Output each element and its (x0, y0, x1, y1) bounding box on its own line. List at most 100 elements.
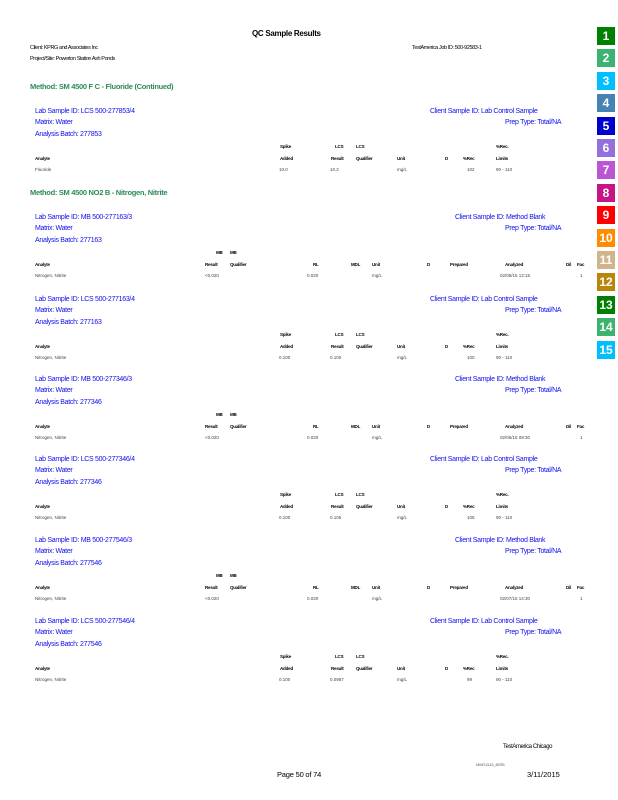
matrix: Matrix: Water (35, 467, 73, 474)
cell-unit: mg/L (397, 167, 408, 172)
column-header-qualifier: Qualifier (356, 156, 373, 161)
column-header-unit: Unit (397, 156, 405, 161)
client-sample-id: Client Sample ID: Lab Control Sample (430, 108, 538, 115)
client-name: Client: KPRG and Associates Inc (30, 45, 98, 51)
cell-limits: 90 - 110 (496, 167, 513, 172)
section-tab-4[interactable]: 4 (597, 94, 615, 113)
lab-sample-id: Lab Sample ID: LCS 500-277346/4 (35, 456, 135, 463)
section-tab-11[interactable]: 11 (597, 251, 615, 269)
section-tab-15[interactable]: 15 (597, 340, 615, 359)
column-header-lcs: LCS (335, 492, 344, 497)
column-header-prepared: Prepared (450, 585, 468, 590)
cell-limits: 90 - 110 (496, 677, 513, 682)
column-header-limits: Limits (496, 666, 509, 671)
matrix: Matrix: Water (35, 629, 73, 636)
column-header-d: D (445, 156, 449, 161)
report-date: 3/11/2015 (527, 770, 560, 779)
column-header-analyte: Analyte (35, 424, 50, 429)
cell-analyzed: 02/06/15 09:30 (500, 435, 531, 440)
section-tab-1[interactable]: 1 (597, 27, 615, 45)
column-header-qualifier: Qualifier (356, 504, 373, 509)
client-sample-id: Client Sample ID: Lab Control Sample (430, 296, 538, 303)
cell-unit: mg/L (372, 273, 383, 278)
cell-dil: 1 (580, 435, 583, 440)
section-tab-14[interactable]: 14 (597, 318, 615, 337)
client-sample-id: Client Sample ID: Method Blank (455, 376, 546, 383)
document-code: MWG13-15_45783 (476, 762, 505, 767)
cell-analyzed: 02/07/15 14:30 (500, 596, 531, 601)
prep-type: Prep Type: Total/NA (505, 307, 562, 314)
cell-analyte: Fluoride (35, 167, 52, 172)
lab-sample-id: Lab Sample ID: LCS 500-277546/4 (35, 618, 135, 625)
section-tab-3[interactable]: 3 (597, 71, 615, 90)
section-tab-9[interactable]: 9 (597, 206, 615, 225)
analysis-batch: Analysis Batch: 277546 (35, 641, 102, 648)
cell-rl: 0.020 (307, 596, 319, 601)
analysis-batch: Analysis Batch: 277346 (35, 399, 102, 406)
analysis-batch: Analysis Batch: 277546 (35, 560, 102, 567)
matrix: Matrix: Water (35, 387, 73, 394)
cell-result: <0.020 (205, 273, 219, 278)
column-header-unit: Unit (372, 585, 380, 590)
column-header-d: D (427, 585, 431, 590)
column-header-lcs: LCS (335, 144, 344, 149)
lab-name: TestAmerica Chicago (503, 744, 553, 750)
column-header-top: MB (216, 250, 223, 255)
column-header-d: D (427, 424, 431, 429)
cell-added: 0.100 (279, 355, 291, 360)
column-header-spike: Spike (280, 332, 292, 337)
cell-limits: 90 - 110 (496, 515, 513, 520)
section-tab-10[interactable]: 10 (597, 228, 615, 247)
section-tab-8[interactable]: 8 (597, 183, 615, 202)
column-header-added: Added (280, 156, 293, 161)
section-tab-12[interactable]: 12 (597, 273, 615, 292)
analysis-batch: Analysis Batch: 277853 (35, 131, 102, 138)
prep-type: Prep Type: Total/NA (505, 467, 562, 474)
page-title: QC Sample Results (252, 29, 321, 38)
cell-unit: mg/L (397, 355, 408, 360)
column-header-analyzed: Analyzed (505, 262, 524, 267)
matrix: Matrix: Water (35, 548, 73, 555)
cell-unit: mg/L (372, 435, 383, 440)
cell-dil: 1 (580, 596, 583, 601)
cell-rec: 99 (467, 677, 473, 682)
prep-type: Prep Type: Total/NA (505, 629, 562, 636)
cell-added: 10.0 (279, 167, 288, 172)
lab-sample-id: Lab Sample ID: LCS 500-277163/4 (35, 296, 135, 303)
column-header-lcs: LCS (356, 332, 365, 337)
cell-added: 0.100 (279, 677, 291, 682)
column-header-dil: Dil (566, 262, 572, 267)
cell-limits: 90 - 110 (496, 355, 513, 360)
column-header-result: Result (331, 344, 344, 349)
column-header-top: MB (216, 573, 223, 578)
cell-rec: 105 (467, 515, 475, 520)
column-header-result: Result (205, 585, 218, 590)
section-tab-2[interactable]: 2 (597, 49, 615, 68)
cell-result: 0.100 (330, 355, 342, 360)
column-header-analyzed: Analyzed (505, 424, 524, 429)
column-header-result: Result (331, 156, 344, 161)
cell-analyzed: 02/05/15 13:15 (500, 273, 531, 278)
section-tab-13[interactable]: 13 (597, 295, 615, 314)
section-tab-7[interactable]: 7 (597, 161, 615, 180)
cell-rl: 0.020 (307, 435, 319, 440)
section-tab-6[interactable]: 6 (597, 139, 615, 157)
column-header-rl: RL (313, 585, 319, 590)
column-header-rec: %Rec. (496, 492, 509, 497)
cell-added: 0.100 (279, 515, 291, 520)
section-tab-5[interactable]: 5 (597, 116, 615, 135)
column-header-prepared: Prepared (450, 424, 468, 429)
column-header-rec: %Rec. (496, 654, 509, 659)
column-header-spike: Spike (280, 492, 292, 497)
cell-unit: mg/L (372, 596, 383, 601)
column-header-mdl: MDL (351, 424, 361, 429)
column-header-d: D (445, 504, 449, 509)
column-header-unit: Unit (372, 424, 380, 429)
project-site: Project/Site: Powerton Station Ash Ponds (30, 56, 115, 62)
column-header-top: MB (230, 250, 237, 255)
column-header-lcs: LCS (356, 654, 365, 659)
column-header-rec: %Rec. (496, 144, 509, 149)
column-header-qualifier: Qualifier (230, 585, 247, 590)
cell-analyte: Nitrogen, Nitrite (35, 355, 67, 360)
